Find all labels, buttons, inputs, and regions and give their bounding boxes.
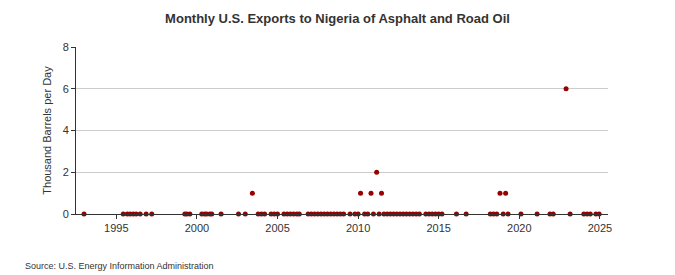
svg-text:0: 0 [63, 208, 69, 220]
svg-text:2010: 2010 [346, 222, 370, 234]
svg-text:6: 6 [63, 83, 69, 95]
svg-text:4: 4 [63, 124, 69, 136]
svg-text:2: 2 [63, 166, 69, 178]
svg-text:Monthly U.S. Exports to Nigeri: Monthly U.S. Exports to Nigeria of Aspha… [165, 11, 510, 26]
svg-text:Source: U.S. Energy Informatio: Source: U.S. Energy Information Administ… [25, 261, 214, 271]
svg-text:2025: 2025 [588, 222, 612, 234]
svg-text:8: 8 [63, 41, 69, 53]
svg-text:2000: 2000 [185, 222, 209, 234]
svg-text:2015: 2015 [426, 222, 450, 234]
svg-text:2020: 2020 [507, 222, 531, 234]
svg-text:Thousand Barrels per Day: Thousand Barrels per Day [41, 66, 53, 195]
svg-text:1995: 1995 [104, 222, 128, 234]
svg-text:2005: 2005 [265, 222, 289, 234]
